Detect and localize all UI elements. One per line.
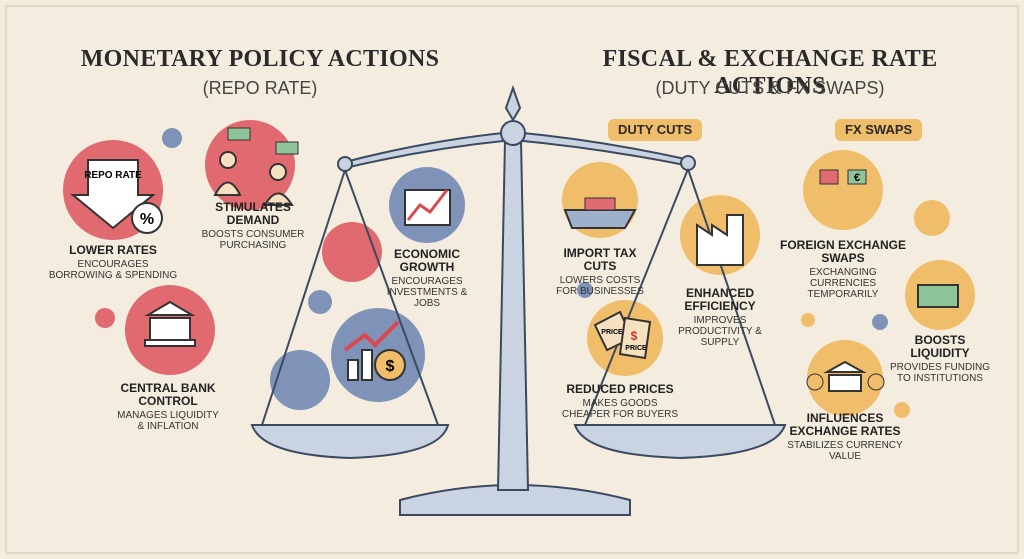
item-desc: PROVIDES FUNDING TO INSTITUTIONS <box>889 362 990 384</box>
right-title: FISCAL & EXCHANGE RATE ACTIONS <box>602 46 938 99</box>
item: BOOSTS LIQUIDITY PROVIDES FUNDING TO INST… <box>885 333 995 385</box>
scale-pan <box>250 424 450 460</box>
item: INFLUENCES EXCHANGE RATES STABILIZES CURR… <box>780 411 910 463</box>
scale-chain <box>344 169 439 426</box>
circle <box>872 314 888 330</box>
circle <box>914 200 950 236</box>
circle <box>162 128 182 148</box>
badge: DUTY CUTS <box>608 119 703 141</box>
bank-icon <box>144 300 196 347</box>
item-desc: ENCOURAGES INVESTMENTS & JOBS <box>386 276 468 309</box>
item-title: ENHANCED EFFICIENCY <box>684 286 756 313</box>
icon-label: $ <box>631 329 638 343</box>
money-icon <box>275 141 299 155</box>
growth-icon <box>343 320 406 381</box>
item-title: INFLUENCES EXCHANGE RATES <box>789 411 901 438</box>
left-subtitle: (REPO RATE) <box>202 78 318 98</box>
item-desc: STABILIZES CURRENCY VALUE <box>787 440 903 462</box>
flag-icon <box>819 169 839 185</box>
circle <box>95 308 115 328</box>
item-desc: IMPROVES PRODUCTIVITY & SUPPLY <box>678 315 762 348</box>
item: REDUCED PRICES MAKES GOODS CHEAPER FOR BU… <box>560 382 680 421</box>
item-title: ECONOMIC GROWTH <box>394 247 460 274</box>
item-title: IMPORT TAX CUTS <box>563 246 637 273</box>
scale-finial <box>504 84 522 122</box>
ship-icon <box>563 209 637 229</box>
frame <box>5 5 1019 554</box>
factory-icon <box>696 214 744 266</box>
item-title: LOWER RATES <box>69 243 157 257</box>
circle <box>322 222 382 282</box>
icon-label: REPO RATE <box>84 170 142 181</box>
money-icon <box>917 284 959 308</box>
item: STIMULATES DEMAND BOOSTS CONSUMER PURCHAS… <box>198 200 308 252</box>
item-title: CENTRAL BANK CONTROL <box>120 381 216 408</box>
item: ENHANCED EFFICIENCY IMPROVES PRODUCTIVITY… <box>675 286 765 349</box>
scale-pan <box>573 424 787 460</box>
icon-label: % <box>140 211 154 228</box>
scale <box>250 84 787 516</box>
scale-hook <box>680 155 696 171</box>
item-desc: MAKES GOODS CHEAPER FOR BUYERS <box>561 398 679 420</box>
tag-icon <box>618 316 652 360</box>
item-desc: MANAGES LIQUIDITY & INFLATION <box>117 410 219 432</box>
circle <box>803 150 883 230</box>
icon-label: € <box>854 172 860 184</box>
item: CENTRAL BANK CONTROL MANAGES LIQUIDITY & … <box>113 381 223 433</box>
item-desc: LOWERS COSTS FOR BUSINESSES <box>556 275 644 297</box>
item: IMPORT TAX CUTS LOWERS COSTS FOR BUSINESS… <box>550 246 650 298</box>
item: ECONOMIC GROWTH ENCOURAGES INVESTMENTS & … <box>382 247 472 310</box>
item: FOREIGN EXCHANGE SWAPS EXCHANGING CURRENC… <box>778 238 908 301</box>
scale-chain <box>584 168 689 426</box>
scale-chain <box>261 169 346 426</box>
left-title: MONETARY POLICY ACTIONS <box>80 46 440 72</box>
item-desc: BOOSTS CONSUMER PURCHASING <box>201 229 305 251</box>
flag-icon <box>847 169 867 185</box>
item-desc: ENCOURAGES BORROWING & SPENDING <box>48 259 178 281</box>
scale-base <box>399 484 631 516</box>
item-desc: EXCHANGING CURRENCIES TEMPORARILY <box>807 267 879 300</box>
money-icon <box>227 127 251 141</box>
circle <box>894 402 910 418</box>
item-title: REDUCED PRICES <box>566 382 674 396</box>
icon-label: PRICE <box>601 329 623 336</box>
circle <box>577 282 593 298</box>
scale-chain <box>687 168 776 426</box>
right-subtitle: (DUTY CUTS & FX SWAPS) <box>655 78 885 98</box>
circle <box>270 350 330 410</box>
item-title: FOREIGN EXCHANGE SWAPS <box>779 238 906 265</box>
bank-icon <box>823 360 867 392</box>
item-title: STIMULATES DEMAND <box>215 200 291 227</box>
item: LOWER RATES ENCOURAGES BORROWING & SPENDI… <box>48 243 178 282</box>
ship-cargo <box>584 197 616 211</box>
coin-icon <box>867 373 885 391</box>
icon-label: $ <box>386 358 395 375</box>
percent-icon <box>131 202 163 234</box>
circle <box>801 313 815 327</box>
scale-hook <box>337 156 353 172</box>
scale-pole <box>496 139 530 491</box>
circle <box>308 290 332 314</box>
people-icon <box>213 151 294 206</box>
icon-label: PRICE <box>625 345 647 352</box>
coin-icon <box>806 373 824 391</box>
chart-icon-line <box>406 189 449 221</box>
item-title: BOOSTS LIQUIDITY <box>910 333 970 360</box>
badge: FX SWAPS <box>835 119 923 141</box>
scale-pivot <box>500 120 526 146</box>
